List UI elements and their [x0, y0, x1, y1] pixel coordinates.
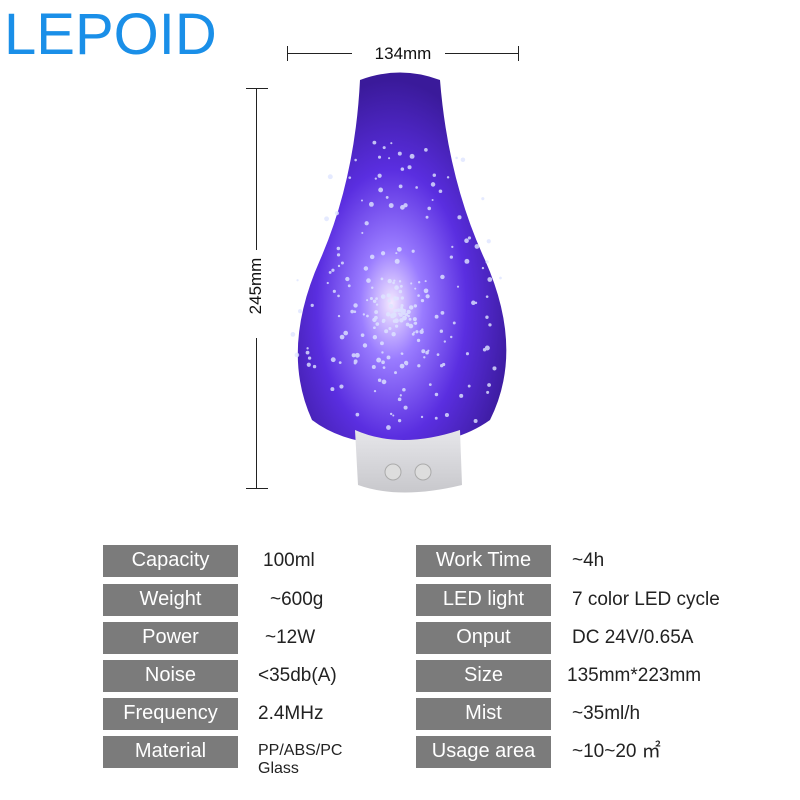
spec-value: 135mm*223mm — [567, 665, 702, 686]
spec-value: 2.4MHz — [258, 703, 324, 725]
spec-value-text: PP/ABS/PC — [258, 742, 343, 759]
spec-value: PP/ABS/PC Glass — [258, 742, 342, 777]
spec-value: ~10~20 ㎡ — [572, 741, 661, 762]
spec-label: LED light — [416, 584, 551, 616]
spec-value: 7 color LED cycle — [572, 589, 720, 610]
spec-value: ~4h — [572, 550, 605, 571]
height-label: 245mm — [246, 257, 265, 315]
spec-value: ~600g — [270, 589, 324, 611]
spec-label: Usage area — [416, 736, 551, 768]
spec-value: 100ml — [263, 550, 315, 572]
brand-logo: LEPOID — [4, 2, 217, 67]
width-label: 134mm — [374, 44, 432, 63]
spec-label: Size — [416, 660, 551, 692]
height-dimension: 245mm — [238, 88, 278, 489]
spec-label: Noise — [103, 660, 238, 692]
spec-label: Work Time — [416, 545, 551, 577]
spec-value-text: 100ml — [263, 550, 315, 571]
light-button — [414, 463, 432, 481]
spec-value-text: ~12W — [265, 627, 316, 648]
spec-label: Mist — [416, 698, 551, 730]
spec-value: DC 24V/0.65A — [572, 627, 694, 648]
spec-label: Frequency — [103, 698, 238, 730]
power-button — [384, 463, 402, 481]
spec-label: Weight — [103, 584, 238, 616]
spec-value: ~12W — [265, 627, 316, 649]
spec-label: Onput — [416, 622, 551, 654]
spec-label: Power — [103, 622, 238, 654]
diffuser-vase-image — [290, 72, 507, 493]
spec-label: Material — [103, 736, 238, 768]
spec-value: ~35ml/h — [572, 703, 641, 724]
spec-value: <35db(A) — [258, 665, 337, 687]
spec-label: Capacity — [103, 545, 238, 577]
spec-value-text: Glass — [258, 759, 299, 777]
spec-value-text: <35db(A) — [258, 665, 337, 686]
spec-value-text: 2.4MHz — [258, 703, 324, 724]
spec-value-text: ~600g — [270, 589, 324, 610]
width-dimension: 134mm — [287, 42, 519, 66]
